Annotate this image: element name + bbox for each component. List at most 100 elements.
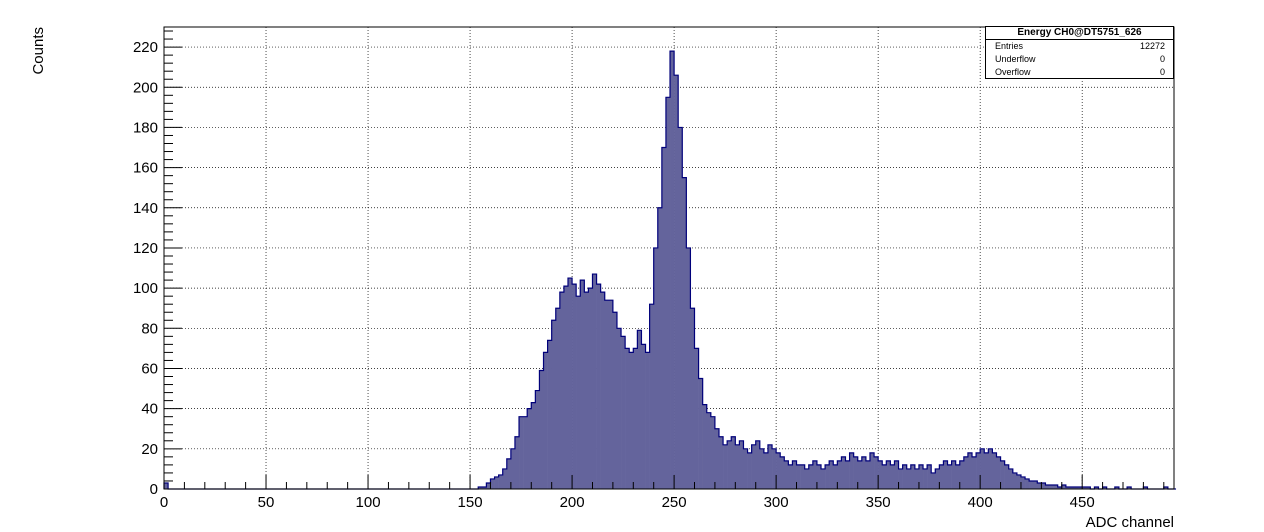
histogram-bar [661,147,667,490]
histogram-bar [833,464,838,489]
histogram-bar [825,464,830,489]
histogram-bar [527,408,532,489]
histogram-bar [776,452,781,489]
histogram-bar [1114,486,1120,489]
histogram-bar [951,460,956,489]
x-tick-label: 250 [662,494,687,511]
histogram-bar [1086,486,1091,489]
histogram-bar [1000,460,1005,489]
histogram-bar [976,452,981,489]
histogram-bars [164,51,1169,490]
histogram-bar [674,75,679,490]
histogram-bar [714,428,720,489]
histogram-bar [1008,468,1014,489]
histogram-bar [519,416,524,489]
histogram-bar [955,464,961,489]
histogram-bar [1049,484,1054,489]
x-tick-label: 450 [1070,494,1095,511]
histogram-bar [1037,482,1042,489]
histogram-bar [727,440,732,489]
y-tick-label: 120 [133,240,158,257]
histogram-bar [865,460,871,489]
histogram-bar [588,288,593,489]
histogram-bar [649,304,654,489]
histogram-bar [906,468,912,489]
histogram-bar [723,444,728,489]
histogram-bar [494,476,499,489]
histogram-bar [898,468,903,489]
histogram-bar [829,460,834,489]
histogram-bar [523,416,528,489]
histogram-bar [1020,476,1026,489]
histogram-bar [759,448,765,489]
x-tick-label: 350 [866,494,891,511]
histogram-bar [796,464,801,489]
histogram-bar [702,404,708,489]
histogram-bar [596,284,601,489]
histogram-bar [853,456,859,489]
histogram-bar [1082,486,1087,489]
histogram-bar [1029,480,1034,489]
histogram-bar [984,452,989,489]
histogram-bar [584,292,589,489]
x-tick-label: 200 [560,494,585,511]
histogram-bar [788,464,793,489]
histogram-bar [988,448,993,489]
y-tick-label: 20 [141,441,158,458]
histogram-bar [706,412,712,489]
histogram-bar [486,482,491,489]
histogram-bar [1127,486,1132,489]
histogram-bar [694,348,699,489]
histogram-bar [592,274,597,489]
plot-frame [163,26,1175,490]
histogram-bar [735,444,740,489]
histogram-bar [1078,486,1083,489]
histogram-bar [653,247,659,489]
histogram-bar [1012,472,1018,489]
histogram-bar [808,464,814,489]
histogram-bar [604,300,610,489]
y-tick-label: 140 [133,200,158,217]
histogram-bar [1041,482,1046,489]
histogram-bar [1065,486,1071,489]
histogram-bar [164,482,169,489]
histogram-bar [682,177,687,490]
histogram-bar [1045,484,1050,489]
histogram-bar [792,460,797,489]
y-tick-label: 220 [133,39,158,56]
stats-entries-label: Entries [995,41,1024,51]
histogram-bar [1016,474,1022,489]
histogram-bar [927,464,932,489]
histogram-bar [763,452,769,489]
histogram-bar [869,452,875,489]
y-axis-title: Counts [30,27,47,75]
histogram-bar [972,456,977,489]
histogram-bar [837,460,842,489]
histogram-bar [755,440,761,489]
histogram-bar [678,127,683,489]
stats-underflow-label: Underflow [995,54,1036,64]
stats-row-underflow: Underflow 0 [986,53,1173,66]
histogram-bar [645,352,650,489]
histogram-bar [841,456,846,489]
histogram-bar [1074,486,1079,489]
y-tick-label: 180 [133,119,158,136]
x-tick-label: 50 [258,494,275,511]
histogram-bar [641,344,646,489]
histogram-bar [670,51,675,490]
stats-underflow-value: 0 [1159,54,1165,64]
histogram-bar [514,436,520,489]
histogram-bar [772,448,777,489]
histogram-bar [1069,486,1075,489]
histogram-bar [531,402,536,489]
y-tick-label: 200 [133,79,158,96]
y-tick-label: 0 [150,481,158,498]
x-tick-label: 100 [356,494,381,511]
axis-ticks [163,30,1165,490]
histogram-bar [621,336,626,489]
histogram-bar [747,452,752,489]
x-tick-label: 0 [160,494,168,511]
histogram-bar [931,472,936,489]
histogram-bar [959,460,965,489]
